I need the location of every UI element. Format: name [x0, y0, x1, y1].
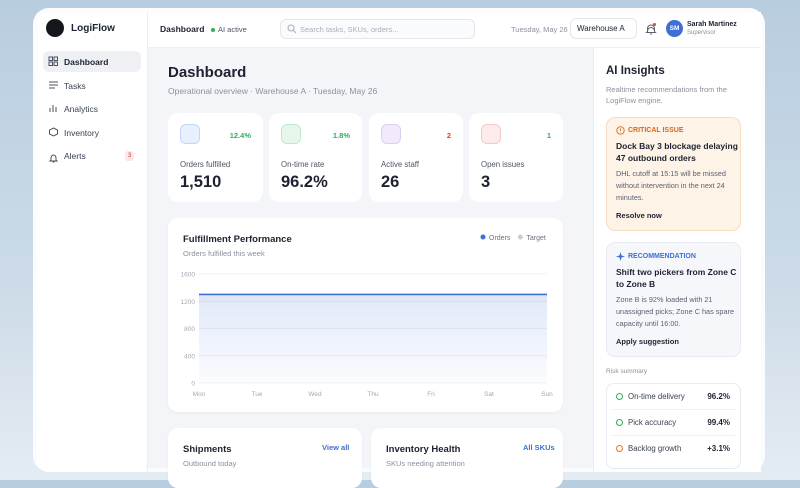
risk-divider	[612, 435, 735, 436]
kpi-label: Orders fulfilled	[180, 160, 231, 169]
kpi-value: 26	[381, 173, 400, 191]
legend-label: Orders	[489, 235, 511, 242]
warehouse: Warehouse A	[577, 24, 625, 33]
risk-value: 99.4%	[707, 418, 730, 427]
recommendation-action[interactable]: Apply suggestion	[616, 337, 679, 346]
search-placeholder: Search tasks, SKUs, orders...	[300, 25, 399, 34]
status-dot	[211, 28, 215, 32]
risk-value: +3.1%	[707, 444, 730, 453]
alert-icon	[616, 126, 625, 135]
card-subtitle: Outbound today	[183, 459, 237, 468]
logo	[46, 19, 64, 37]
card-title: Inventory Health	[386, 444, 461, 455]
kpi-value: 3	[481, 173, 491, 191]
kpi-change: 1	[546, 131, 551, 140]
nav-item[interactable]: Tasks	[64, 81, 86, 91]
kpi-icon	[381, 124, 401, 144]
risk-divider	[612, 409, 735, 410]
kpi-change: 1.8%	[332, 131, 350, 140]
risk-label: Pick accuracy	[628, 418, 677, 427]
user-role: Supervisor	[687, 30, 716, 36]
recommendation-title: Shift two pickers from Zone C to Zone B	[616, 267, 737, 289]
area	[199, 294, 547, 383]
critical-tag: CRITICAL ISSUE	[628, 127, 684, 134]
card-title: Shipments	[183, 444, 232, 455]
user-name: Sarah Martinez	[687, 21, 737, 28]
recommendation-card	[606, 242, 741, 357]
legend-label: Target	[526, 235, 546, 242]
y-tick-label: 400	[184, 353, 195, 360]
risk-dot	[616, 445, 623, 452]
warehouse-select[interactable]	[570, 18, 637, 39]
insights-title: AI Insights	[606, 65, 665, 77]
critical-body: DHL cutoff at 15:15 will be missed witho…	[616, 169, 726, 202]
y-tick-label: 1600	[181, 272, 196, 279]
brand: LogiFlow	[71, 23, 115, 34]
nav-active	[43, 51, 141, 72]
critical-action[interactable]: Resolve now	[616, 211, 662, 220]
kpi-change: 2	[446, 131, 451, 140]
critical-title: Dock Bay 3 blockage delaying 47 outbound…	[616, 141, 738, 163]
nav-item[interactable]: Alerts	[64, 151, 86, 161]
chart-title: Fulfillment Performance	[183, 234, 292, 245]
page-title: Dashboard	[168, 64, 247, 81]
sidebar	[37, 12, 148, 472]
y-tick-label: 0	[191, 381, 195, 388]
nav-item[interactable]: Inventory	[64, 128, 99, 138]
y-tick-label: 1200	[181, 299, 196, 306]
nav-badge: 3	[125, 151, 134, 161]
kpi-icon	[481, 124, 501, 144]
kpi-label: Active staff	[381, 160, 419, 169]
kpi-icon	[180, 124, 200, 144]
kpi-label: On-time rate	[281, 160, 325, 169]
x-tick-label: Wed	[308, 391, 322, 398]
inventory-card	[371, 428, 563, 488]
status: AI active	[218, 25, 247, 34]
x-tick-label: Sun	[541, 391, 553, 398]
recommendation-tag: RECOMMENDATION	[628, 253, 696, 260]
x-tick-label: Thu	[367, 391, 379, 398]
x-tick-label: Mon	[193, 391, 206, 398]
kpi-icon	[281, 124, 301, 144]
nav-item[interactable]: Analytics	[64, 104, 99, 114]
page-subtitle: Operational overview · Warehouse A · Tue…	[168, 86, 378, 96]
risk-dot	[616, 419, 623, 426]
legend-swatch	[480, 234, 486, 240]
shipments-card	[168, 428, 362, 488]
topbar-page: Dashboard	[160, 24, 205, 34]
y-tick-label: 800	[184, 326, 195, 333]
risk-title: Risk summary	[606, 368, 648, 375]
avatar[interactable]: SM	[666, 20, 683, 37]
x-tick-label: Tue	[252, 391, 263, 398]
x-tick-label: Fri	[427, 391, 435, 398]
critical-card	[606, 117, 741, 231]
nav-icons	[48, 56, 59, 163]
kpi-value: 96.2%	[281, 173, 328, 191]
kpi-label: Open issues	[481, 160, 525, 169]
chart-subtitle: Orders fulfilled this week	[183, 249, 265, 258]
card-subtitle: SKUs needing attention	[386, 459, 465, 468]
search[interactable]	[280, 19, 475, 39]
card-link[interactable]: All SKUs	[523, 443, 555, 452]
legend-swatch	[517, 234, 523, 240]
bell[interactable]	[645, 22, 657, 36]
risk-value: 96.2%	[707, 392, 730, 401]
risk-box	[606, 383, 741, 469]
date: Tuesday, May 26	[511, 25, 568, 34]
recommendation-body: Zone B is 92% loaded with 21 unassigned …	[616, 295, 735, 328]
kpi-change: 12.4%	[229, 131, 251, 140]
nav-item[interactable]: Dashboard	[64, 57, 109, 67]
spark-icon	[616, 252, 625, 261]
risk-label: Backlog growth	[628, 444, 682, 453]
risk-label: On-time delivery	[628, 392, 685, 401]
insights-subtitle: Realtime recommendations from the LogiFl…	[606, 85, 727, 105]
x-tick-label: Sat	[484, 391, 494, 398]
card-link[interactable]: View all	[322, 443, 350, 452]
risk-dot	[616, 393, 623, 400]
kpi-value: 1,510	[180, 173, 222, 191]
search-icon	[287, 24, 297, 34]
